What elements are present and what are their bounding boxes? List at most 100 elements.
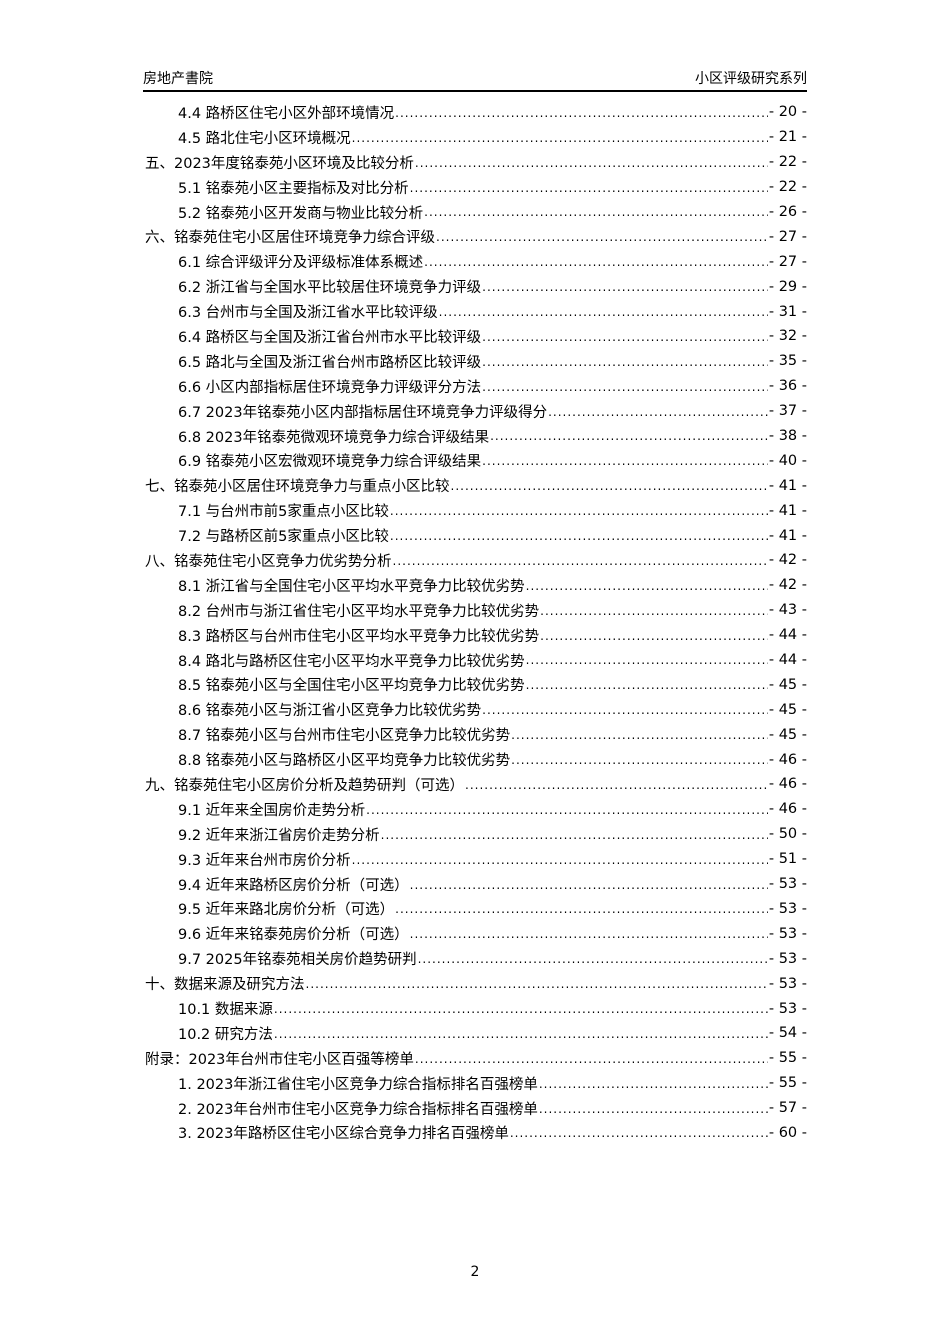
dot-leader [436,230,768,249]
toc-entry[interactable]: 3. 2023年路桥区住宅小区综合竞争力排名百强榜单 - 60 - [145,1121,807,1146]
toc-entry-title: 6.1 综合评级评分及评级标准体系概述 [178,255,424,272]
toc-entry[interactable]: 8.1 浙江省与全国住宅小区平均水平竞争力比较优劣势 - 42 - [145,573,807,598]
toc-entry[interactable]: 9.5 近年来路北房价分析（可选） - 53 - [145,897,807,922]
toc-entry[interactable]: 8.2 台州市与浙江省住宅小区平均水平竞争力比较优劣势 - 43 - [145,598,807,623]
toc-entry[interactable]: 十、数据来源及研究方法 - 53 - [145,971,807,996]
toc-entry[interactable]: 五、2023年度铭泰苑小区环境及比较分析 - 22 - [145,150,807,175]
toc-entry-page: - 54 - [768,1025,807,1042]
dot-leader [306,977,768,996]
dot-leader [539,1077,768,1096]
toc-entry[interactable]: 8.4 路北与路桥区住宅小区平均水平竞争力比较优劣势 - 44 - [145,648,807,673]
dot-leader [482,355,768,374]
toc-entry-title: 8.4 路北与路桥区住宅小区平均水平竞争力比较优劣势 [178,653,525,670]
toc-entry[interactable]: 附录：2023年台州市住宅小区百强等榜单 - 55 - [145,1046,807,1071]
dot-leader [410,878,768,897]
dot-leader [540,604,768,623]
toc-entry[interactable]: 六、铭泰苑住宅小区居住环境竞争力综合评级 - 27 - [145,224,807,249]
toc-entry[interactable]: 9.1 近年来全国房价走势分析 - 46 - [145,797,807,822]
toc-entry[interactable]: 6.8 2023年铭泰苑微观环境竞争力综合评级结果 - 38 - [145,424,807,449]
toc-entry-title: 9.7 2025年铭泰苑相关房价趋势研判 [178,952,417,969]
toc-entry[interactable]: 6.3 台州市与全国及浙江省水平比较评级 - 31 - [145,299,807,324]
dot-leader [381,828,768,847]
dot-leader [439,305,768,324]
dot-leader [410,927,768,946]
toc-entry[interactable]: 10.1 数据来源 - 53 - [145,996,807,1021]
toc-entry-page: - 27 - [768,228,807,245]
dot-leader [390,529,768,548]
toc-entry-title: 9.5 近年来路北房价分析（可选） [178,902,395,919]
toc-entry-title: 7.2 与路桥区前5家重点小区比较 [178,529,389,546]
toc-entry[interactable]: 8.8 铭泰苑小区与路桥区小区平均竞争力比较优劣势 - 46 - [145,747,807,772]
toc-entry-page: - 53 - [768,925,807,942]
toc-entry-page: - 41 - [768,477,807,494]
toc-entry[interactable]: 8.6 铭泰苑小区与浙江省小区竞争力比较优劣势 - 45 - [145,697,807,722]
toc-entry-title: 十、数据来源及研究方法 [145,977,305,994]
toc-entry-page: - 43 - [768,602,807,619]
toc-entry[interactable]: 8.5 铭泰苑小区与全国住宅小区平均竞争力比较优劣势 - 45 - [145,672,807,697]
page-header: 房地产書院 小区评级研究系列 [143,66,807,92]
header-left: 房地产書院 [143,71,213,87]
toc-entry[interactable]: 6.4 路桥区与全国及浙江省台州市水平比较评级 - 32 - [145,324,807,349]
toc-entry[interactable]: 9.7 2025年铭泰苑相关房价趋势研判 - 53 - [145,946,807,971]
toc-entry[interactable]: 5.1 铭泰苑小区主要指标及对比分析 - 22 - [145,175,807,200]
toc-entry-page: - 44 - [768,652,807,669]
dot-leader [490,429,768,448]
toc-entry[interactable]: 7.1 与台州市前5家重点小区比较 - 41 - [145,498,807,523]
toc-entry-title: 5.2 铭泰苑小区开发商与物业比较分析 [178,205,424,222]
toc-entry-page: - 53 - [768,950,807,967]
toc-entry-page: - 55 - [768,1050,807,1067]
toc-entry[interactable]: 6.6 小区内部指标居住环境竞争力评级评分方法 - 36 - [145,374,807,399]
toc-entry[interactable]: 6.9 铭泰苑小区宏微观环境竞争力综合评级结果 - 40 - [145,448,807,473]
toc-entry[interactable]: 8.3 路桥区与台州市住宅小区平均水平竞争力比较优劣势 - 44 - [145,623,807,648]
toc-entry[interactable]: 9.3 近年来台州市房价分析 - 51 - [145,847,807,872]
toc-entry[interactable]: 9.6 近年来铭泰苑房价分析（可选） - 53 - [145,921,807,946]
toc-entry-title: 1. 2023年浙江省住宅小区竞争力综合指标排名百强榜单 [178,1076,538,1093]
toc-entry-title: 9.3 近年来台州市房价分析 [178,852,351,869]
toc-entry-page: - 41 - [768,527,807,544]
toc-entry[interactable]: 2. 2023年台州市住宅小区竞争力综合指标排名百强榜单 - 57 - [145,1096,807,1121]
dot-leader [415,156,768,175]
toc-entry[interactable]: 6.7 2023年铭泰苑小区内部指标居住环境竞争力评级得分 - 37 - [145,399,807,424]
toc-entry[interactable]: 4.4 路桥区住宅小区外部环境情况 - 20 - [145,100,807,125]
toc-entry-title: 8.1 浙江省与全国住宅小区平均水平竞争力比较优劣势 [178,578,525,595]
toc-entry-page: - 46 - [768,751,807,768]
toc-entry-page: - 46 - [768,801,807,818]
toc-entry[interactable]: 8.7 铭泰苑小区与台州市住宅小区竞争力比较优劣势 - 45 - [145,722,807,747]
dot-leader [415,1052,768,1071]
toc-entry-page: - 27 - [768,253,807,270]
toc-entry[interactable]: 九、铭泰苑住宅小区房价分析及趋势研判（可选） - 46 - [145,772,807,797]
toc-entry-title: 5.1 铭泰苑小区主要指标及对比分析 [178,180,409,197]
toc-entry-page: - 60 - [768,1124,807,1141]
toc-entry-title: 4.5 路北住宅小区环境概况 [178,130,351,147]
toc-entry-title: 8.3 路桥区与台州市住宅小区平均水平竞争力比较优劣势 [178,628,540,645]
toc-entry-page: - 53 - [768,876,807,893]
toc-entry-title: 8.6 铭泰苑小区与浙江省小区竞争力比较优劣势 [178,703,482,720]
dot-leader [390,504,768,523]
toc-entry-page: - 55 - [768,1075,807,1092]
toc-entry-page: - 36 - [768,378,807,395]
dot-leader [511,753,768,772]
toc-entry[interactable]: 1. 2023年浙江省住宅小区竞争力综合指标排名百强榜单 - 55 - [145,1071,807,1096]
toc-entry[interactable]: 七、铭泰苑小区居住环境竞争力与重点小区比较 - 41 - [145,473,807,498]
toc-entry[interactable]: 10.2 研究方法 - 54 - [145,1021,807,1046]
toc-entry[interactable]: 9.2 近年来浙江省房价走势分析 - 50 - [145,822,807,847]
dot-leader [482,454,768,473]
toc-entry[interactable]: 4.5 路北住宅小区环境概况 - 21 - [145,125,807,150]
dot-leader [526,678,768,697]
dot-leader [465,778,768,797]
toc-entry[interactable]: 八、铭泰苑住宅小区竞争力优劣势分析 - 42 - [145,548,807,573]
toc-entry[interactable]: 6.1 综合评级评分及评级标准体系概述 - 27 - [145,249,807,274]
page-number: 2 [470,1264,480,1280]
dot-leader [526,653,768,672]
toc-entry-page: - 29 - [768,278,807,295]
toc-entry-page: - 42 - [768,552,807,569]
toc-entry[interactable]: 6.2 浙江省与全国水平比较居住环境竞争力评级 - 29 - [145,274,807,299]
toc-entry[interactable]: 7.2 与路桥区前5家重点小区比较 - 41 - [145,523,807,548]
toc-entry[interactable]: 5.2 铭泰苑小区开发商与物业比较分析 - 26 - [145,200,807,225]
toc-entry[interactable]: 9.4 近年来路桥区房价分析（可选） - 53 - [145,872,807,897]
toc-entry-page: - 32 - [768,328,807,345]
dot-leader [482,380,768,399]
toc-entry-page: - 53 - [768,975,807,992]
toc-entry-page: - 50 - [768,826,807,843]
toc-entry[interactable]: 6.5 路北与全国及浙江省台州市路桥区比较评级 - 35 - [145,349,807,374]
